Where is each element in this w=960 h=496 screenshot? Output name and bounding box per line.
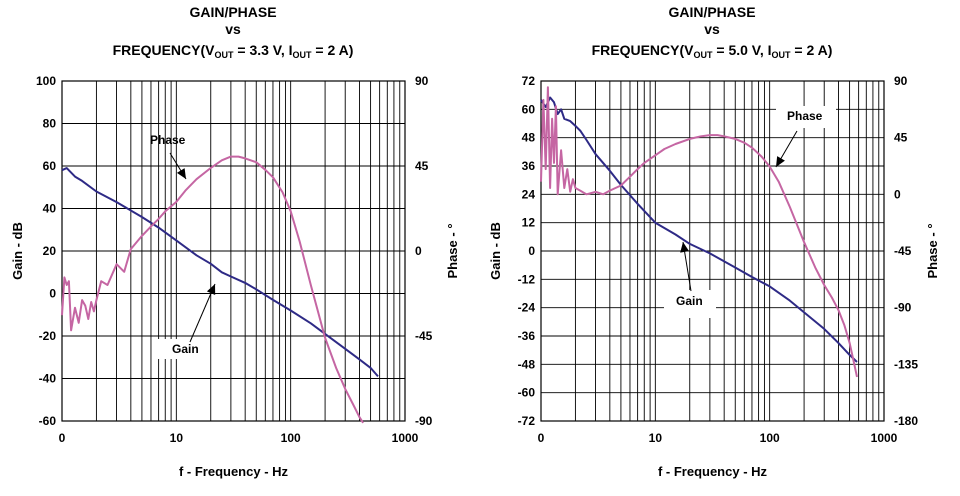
y-left-tick-label: -40 (39, 372, 57, 386)
gain-arrowhead (206, 284, 216, 295)
y-left-tick-label: 12 (522, 216, 536, 230)
y-left-tick-label: 24 (522, 187, 536, 201)
plot-grid (540, 80, 885, 422)
x-axis-label: f - Frequency - Hz (658, 464, 768, 479)
gain-annotation-label: Gain (172, 342, 199, 356)
title-segment: = 2 A) (312, 42, 354, 58)
chart-title-line: vs (225, 21, 241, 37)
gain-arrowhead (680, 242, 690, 253)
y-left-tick-label: -48 (518, 357, 536, 371)
title-segment: FREQUENCY(V (113, 42, 216, 58)
phase-annotation-label: Phase (150, 133, 186, 147)
y-left-tick-label: 36 (522, 159, 536, 173)
x-tick-label: 0 (59, 431, 66, 445)
phase-arrowhead (176, 168, 186, 179)
gain-pointer-line (189, 283, 216, 343)
plot-grid (61, 80, 406, 422)
title-subscript: OUT (693, 50, 713, 60)
phase-series-line (61, 155, 364, 424)
y-left-tick-label: -72 (518, 414, 536, 428)
chart-title-condition: FREQUENCY(VOUT = 5.0 V, IOUT = 2 A) (592, 42, 833, 60)
x-tick-label: 10 (649, 431, 663, 445)
gain-label-background (664, 290, 716, 318)
y-right-axis-label: Phase - ° (445, 223, 460, 278)
y-right-tick-label: 45 (415, 159, 429, 173)
y-left-tick-label: 100 (36, 74, 56, 88)
y-left-tick-label: -60 (518, 386, 536, 400)
title-subscript: OUT (772, 50, 792, 60)
title-segment: = 2 A) (791, 42, 833, 58)
x-tick-label: 10 (170, 431, 184, 445)
x-tick-label: 100 (281, 431, 301, 445)
title-background (567, 2, 857, 66)
y-right-tick-label: -45 (415, 329, 433, 343)
y-right-axis-label: Phase - ° (925, 223, 940, 278)
title-segment: FREQUENCY(V (592, 42, 695, 58)
gain-label-background (157, 339, 201, 359)
y-left-tick-label: -12 (518, 272, 536, 286)
y-left-tick-label: 0 (49, 287, 56, 301)
x-axis-label: f - Frequency - Hz (179, 464, 289, 479)
chart-title-condition: FREQUENCY(VOUT = 3.3 V, IOUT = 2 A) (113, 42, 354, 60)
y-left-tick-label: 0 (528, 244, 535, 258)
chart-title-line: GAIN/PHASE (189, 4, 276, 20)
title-subscript: OUT (214, 50, 234, 60)
phase-arrowhead (776, 156, 785, 167)
chart-title-line: vs (704, 21, 720, 37)
phase-annotation-label: Phase (787, 109, 823, 123)
y-left-tick-label: 40 (43, 202, 57, 216)
x-tick-label: 0 (538, 431, 545, 445)
x-tick-label: 1000 (871, 431, 898, 445)
y-right-tick-label: -90 (415, 414, 433, 428)
chart-title-line: GAIN/PHASE (668, 4, 755, 20)
plot-frame (540, 80, 885, 422)
y-left-axis-label: Gain - dB (488, 222, 503, 280)
y-right-tick-label: 45 (894, 131, 908, 145)
y-left-tick-label: 80 (43, 117, 57, 131)
gain-series-line (61, 167, 379, 378)
title-segment: = 5.0 V, I (712, 42, 771, 58)
phase-label-background (776, 106, 836, 128)
x-tick-label: 1000 (392, 431, 419, 445)
y-left-tick-label: -60 (39, 414, 57, 428)
title-segment: = 3.3 V, I (233, 42, 292, 58)
y-right-tick-label: 90 (894, 74, 908, 88)
gain-annotation-label: Gain (676, 294, 703, 308)
x-tick-label: 100 (760, 431, 780, 445)
y-left-tick-label: 60 (522, 102, 536, 116)
y-right-tick-label: -135 (894, 357, 918, 371)
y-right-tick-label: -180 (894, 414, 918, 428)
y-right-tick-label: 90 (415, 74, 429, 88)
y-left-tick-label: -24 (518, 301, 536, 315)
y-left-axis-label: Gain - dB (10, 222, 25, 280)
y-left-tick-label: -20 (39, 329, 57, 343)
y-left-tick-label: 72 (522, 74, 536, 88)
title-background (88, 2, 378, 66)
plot-frame (61, 80, 406, 422)
y-left-tick-label: 48 (522, 131, 536, 145)
y-right-tick-label: 0 (415, 244, 422, 258)
phase-series-line (540, 86, 858, 378)
y-left-tick-label: 20 (43, 244, 57, 258)
y-right-tick-label: 0 (894, 187, 901, 201)
gain-series-line (540, 96, 858, 363)
title-subscript: OUT (293, 50, 313, 60)
y-left-tick-label: -36 (518, 329, 536, 343)
y-right-tick-label: -90 (894, 301, 912, 315)
y-right-tick-label: -45 (894, 244, 912, 258)
y-left-tick-label: 60 (43, 159, 57, 173)
